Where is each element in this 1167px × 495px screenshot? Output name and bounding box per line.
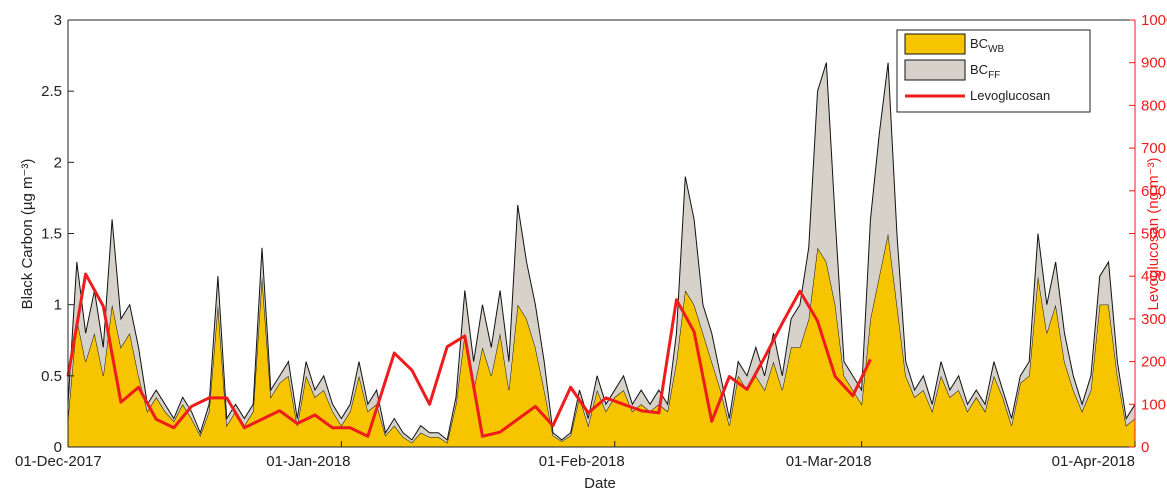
legend-label: BCFF — [970, 62, 1000, 81]
x-tick-label: 01-Jan-2018 — [266, 453, 350, 470]
y2-axis-label: Levoglucosan (ng m⁻³) — [1145, 158, 1162, 311]
y2-tick-label: 800 — [1141, 97, 1166, 114]
y2-tick-label: 0 — [1141, 439, 1149, 456]
y2-tick-label: 900 — [1141, 55, 1166, 72]
legend-name: BC — [970, 36, 988, 51]
x-tick-label: 01-Feb-2018 — [539, 453, 625, 470]
x-tick-label: 01-Apr-2018 — [1052, 453, 1135, 470]
x-axis-label: Date — [584, 475, 616, 492]
y2-tick-label: 100 — [1141, 396, 1166, 413]
area-outline — [67, 62, 1136, 441]
x-tick-label: 01-Mar-2018 — [786, 453, 872, 470]
y2-tick-label: 400 — [1141, 268, 1166, 285]
legend-subscript: WB — [988, 44, 1004, 55]
y-tick-label: 1.5 — [41, 226, 62, 243]
y-tick-label: 1 — [54, 297, 62, 314]
y2-tick-label: 200 — [1141, 354, 1166, 371]
legend-label: BCWB — [970, 36, 1005, 55]
y-axis-label: Black Carbon (µg m⁻³) — [19, 159, 36, 310]
legend-label: Levoglucosan — [970, 88, 1050, 103]
legend-swatch — [904, 33, 966, 55]
y-tick-label: 3 — [54, 12, 62, 29]
x-tick-label: 01-Dec-2017 — [15, 453, 102, 470]
legend-name: BC — [970, 62, 988, 77]
legend-subscript: FF — [988, 70, 1000, 81]
y2-tick-label: 500 — [1141, 226, 1166, 243]
legend-name: Levoglucosan — [970, 88, 1050, 103]
area — [68, 233, 1135, 447]
y-tick-label: 2.5 — [41, 83, 62, 100]
y-tick-label: 2 — [54, 154, 62, 171]
y2-tick-label: 300 — [1141, 311, 1166, 328]
y-tick-label: 0.5 — [41, 368, 62, 385]
legend-swatch — [904, 59, 966, 81]
y2-tick-label: 700 — [1141, 140, 1166, 157]
y-tick-label: 0 — [54, 439, 62, 456]
area — [68, 62, 1135, 443]
line — [66, 272, 872, 438]
y2-tick-label: 600 — [1141, 183, 1166, 200]
